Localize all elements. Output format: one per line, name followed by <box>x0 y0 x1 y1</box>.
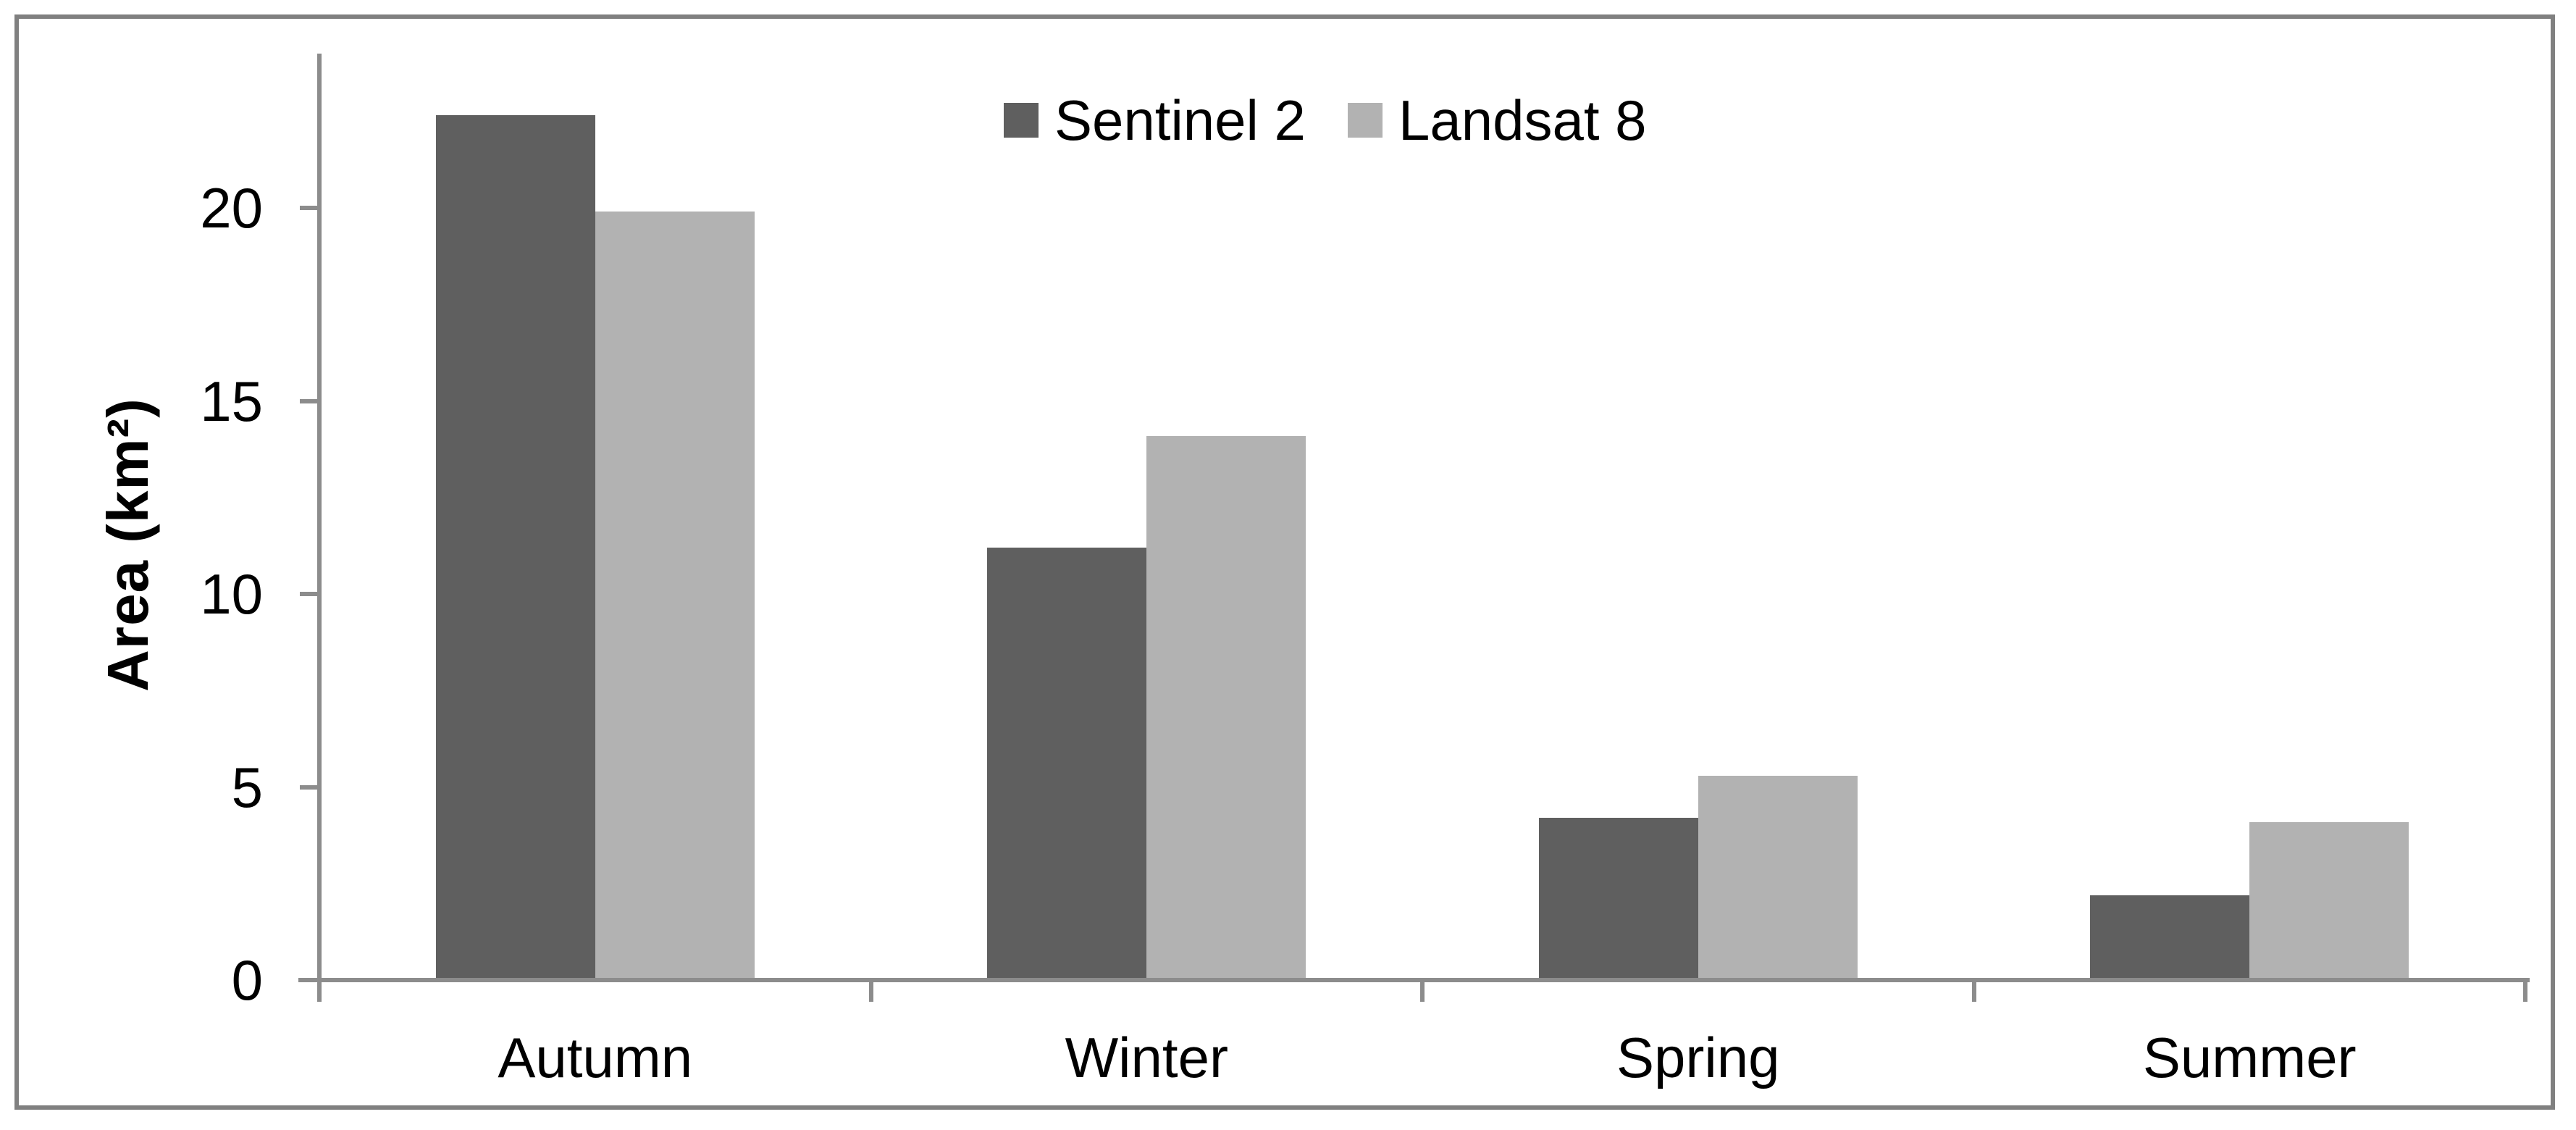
x-tick-mark <box>1420 980 1425 1002</box>
bar-landsat-8-summer <box>2249 821 2409 980</box>
bar-sentinel-2-spring <box>1538 818 1698 980</box>
legend-item-sentinel-2: Sentinel 2 <box>1004 88 1306 154</box>
legend-swatch-sentinel-2 <box>1004 103 1039 138</box>
y-tick-mark <box>300 784 319 790</box>
x-tick-mark <box>1971 980 1976 1002</box>
y-tick-label: 5 <box>231 755 263 819</box>
y-tick-mark <box>300 206 319 211</box>
y-axis-title: Area (km²) <box>96 398 160 692</box>
legend-label-landsat-8: Landsat 8 <box>1398 88 1647 152</box>
x-category-label-summer: Summer <box>2142 1026 2357 1089</box>
bar-sentinel-2-summer <box>2090 895 2250 980</box>
bar-sentinel-2-winter <box>987 548 1147 980</box>
bar-sentinel-2-autumn <box>435 115 595 980</box>
y-tick-label: 10 <box>200 562 263 627</box>
bar-landsat-8-autumn <box>595 212 755 980</box>
plot-area <box>319 54 2525 980</box>
y-tick-label: 20 <box>200 176 263 240</box>
legend-swatch-landsat-8 <box>1347 103 1383 138</box>
legend: Sentinel 2 Landsat 8 <box>1004 87 1647 154</box>
y-tick-mark <box>300 398 319 403</box>
x-tick-mark <box>868 980 873 1002</box>
legend-item-landsat-8: Landsat 8 <box>1347 88 1647 154</box>
x-category-label-spring: Spring <box>1616 1026 1780 1089</box>
x-axis-line <box>298 978 2530 982</box>
figure-border <box>14 14 2555 1110</box>
legend-label-sentinel-2: Sentinel 2 <box>1054 88 1306 152</box>
bar-landsat-8-spring <box>1698 775 1858 980</box>
x-category-label-autumn: Autumn <box>498 1026 693 1089</box>
y-axis-line <box>317 54 322 1002</box>
y-tick-label: 15 <box>200 369 263 433</box>
x-category-label-winter: Winter <box>1065 1026 1228 1089</box>
x-tick-mark <box>2523 980 2527 1002</box>
y-tick-label: 0 <box>231 948 263 1012</box>
y-tick-mark <box>300 592 319 597</box>
bar-landsat-8-winter <box>1146 435 1306 980</box>
